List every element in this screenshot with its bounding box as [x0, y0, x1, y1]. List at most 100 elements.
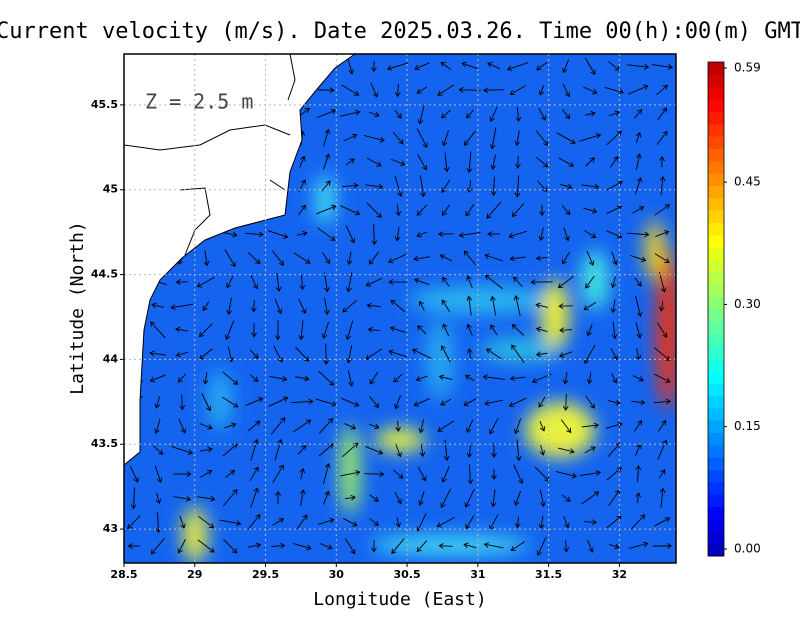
velocity-arrow — [292, 419, 312, 433]
velocity-arrow — [318, 370, 335, 386]
velocity-arrow — [581, 422, 600, 429]
velocity-arrow — [630, 254, 647, 263]
velocity-arrow — [272, 518, 285, 526]
velocity-arrow — [514, 130, 521, 147]
velocity-arrow — [175, 351, 188, 358]
velocity-arrow — [653, 398, 672, 405]
velocity-arrow — [250, 487, 259, 509]
y-axis-label: Latitude (North) — [67, 221, 88, 394]
current-band — [410, 286, 550, 314]
velocity-arrow — [440, 398, 452, 406]
velocity-arrow — [173, 495, 192, 502]
velocity-arrow — [489, 106, 498, 122]
velocity-arrow — [299, 489, 306, 507]
velocity-arrow — [441, 130, 449, 147]
velocity-arrow — [631, 399, 646, 406]
y-tick-label: 45.5 — [91, 98, 118, 111]
velocity-arrow — [127, 515, 141, 530]
velocity-arrow — [323, 297, 330, 316]
velocity-arrow — [250, 300, 257, 313]
velocity-arrow — [299, 467, 306, 480]
velocity-arrow — [324, 272, 330, 293]
velocity-arrow — [416, 86, 428, 94]
velocity-arrow — [371, 540, 377, 553]
velocity-arrow — [557, 276, 574, 289]
velocity-arrow — [657, 107, 667, 121]
velocity-arrow — [269, 376, 288, 382]
velocity-arrow — [515, 155, 521, 169]
velocity-arrow — [466, 348, 473, 360]
velocity-arrow — [318, 417, 334, 434]
velocity-arrow — [275, 490, 281, 505]
velocity-arrow — [635, 295, 643, 318]
velocity-arrow — [175, 326, 189, 333]
velocity-arrow — [149, 374, 166, 383]
velocity-arrow — [583, 207, 598, 214]
velocity-arrow — [295, 375, 310, 382]
x-tick-label: 31 — [470, 568, 485, 581]
velocity-arrow — [658, 300, 665, 312]
velocity-arrow — [512, 276, 523, 288]
colorbar-step — [708, 62, 724, 75]
velocity-arrow — [371, 60, 377, 73]
colorbar-step — [708, 99, 724, 112]
colorbar-step — [708, 271, 724, 285]
colorbar-step — [708, 457, 724, 471]
velocity-arrow — [555, 470, 578, 479]
velocity-arrow — [340, 469, 361, 477]
velocity-arrow — [127, 543, 140, 549]
velocity-arrow — [605, 180, 623, 191]
velocity-arrow — [609, 543, 620, 550]
velocity-arrow — [536, 536, 547, 556]
velocity-arrow — [417, 325, 427, 335]
velocity-arrow — [490, 324, 498, 336]
velocity-arrow — [584, 230, 597, 238]
velocity-arrow — [466, 323, 473, 336]
velocity-arrow — [225, 320, 235, 340]
velocity-arrow — [489, 127, 497, 150]
velocity-arrow — [197, 539, 215, 553]
velocity-arrow — [607, 399, 621, 406]
velocity-arrow — [535, 156, 549, 168]
velocity-arrow — [415, 375, 428, 382]
y-tick-label: 44.5 — [91, 268, 118, 281]
velocity-arrow — [610, 299, 617, 314]
velocity-arrow — [490, 295, 497, 316]
velocity-arrow — [584, 446, 596, 454]
velocity-arrow — [464, 374, 475, 381]
velocity-arrow — [440, 345, 451, 363]
velocity-arrow — [562, 83, 571, 98]
hot-spot — [375, 428, 425, 452]
depth-annotation: Z = 2.5 m — [145, 90, 253, 114]
velocity-arrow — [271, 542, 286, 549]
velocity-arrow — [416, 128, 428, 148]
velocity-arrow — [490, 489, 497, 508]
velocity-arrow — [491, 468, 497, 480]
velocity-arrow — [536, 61, 548, 71]
velocity-arrow — [586, 324, 593, 337]
velocity-arrow — [562, 372, 569, 385]
colorbar-step — [708, 259, 724, 273]
velocity-arrow — [466, 151, 473, 174]
velocity-arrow — [270, 417, 286, 435]
velocity-arrow — [608, 110, 620, 117]
velocity-arrow — [341, 397, 360, 407]
velocity-arrow — [440, 61, 452, 70]
velocity-arrow — [323, 128, 331, 147]
velocity-arrow — [198, 515, 215, 529]
x-tick-label: 29.5 — [252, 568, 279, 581]
velocity-arrow — [509, 375, 526, 382]
colorbar-step — [708, 160, 724, 174]
velocity-arrow — [534, 466, 550, 482]
velocity-arrow — [346, 251, 353, 266]
colorbar-step — [708, 383, 724, 396]
velocity-arrow — [129, 465, 139, 483]
velocity-arrow — [441, 179, 451, 194]
velocity-arrow — [508, 397, 527, 408]
velocity-arrow — [387, 253, 408, 264]
velocity-arrow — [198, 323, 213, 338]
velocity-arrow — [583, 301, 597, 311]
velocity-arrow — [627, 63, 650, 70]
colorbar-step — [708, 296, 724, 310]
velocity-arrow — [249, 466, 259, 482]
